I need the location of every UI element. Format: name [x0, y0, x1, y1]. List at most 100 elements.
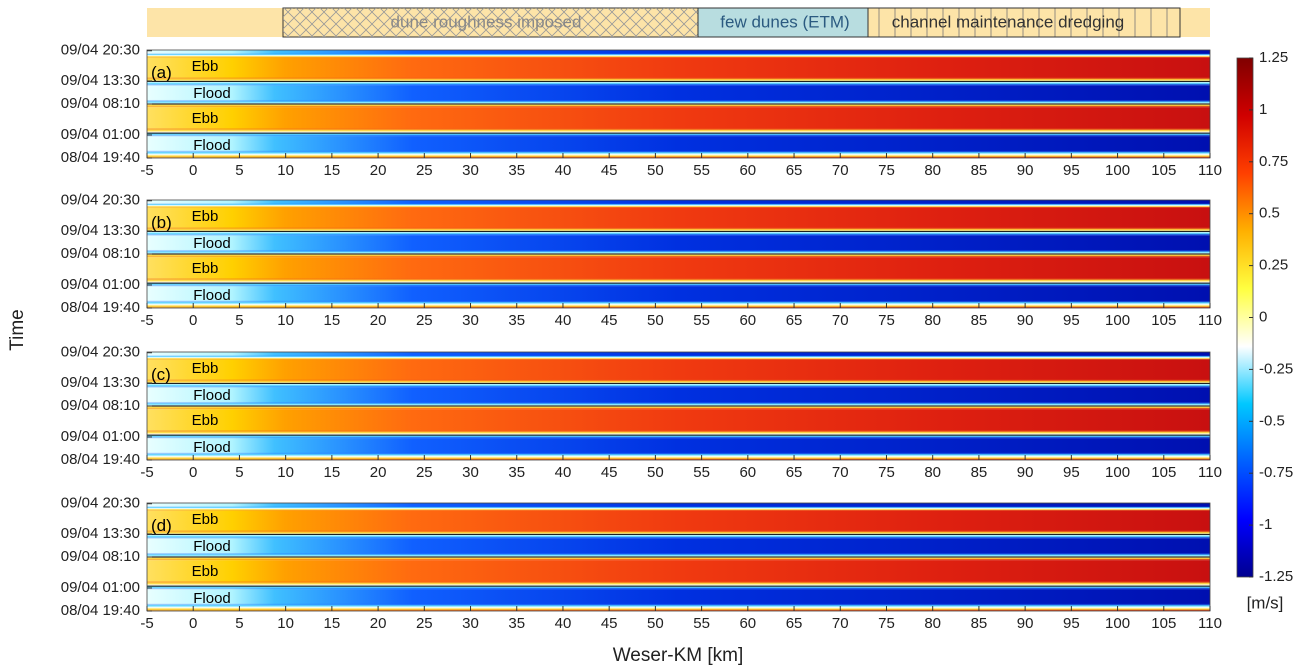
field-band [147, 257, 1210, 279]
field-band [147, 50, 1210, 54]
panel-label: (c) [151, 365, 171, 384]
y-tick-label: 09/04 01:00 [61, 276, 140, 293]
y-tick-label: 09/04 08:10 [61, 245, 140, 262]
region-label: Flood [193, 387, 231, 404]
x-tick-label: 75 [878, 615, 895, 632]
x-tick-label: 105 [1151, 312, 1176, 329]
field-band [147, 127, 1210, 137]
annotation-box [867, 7, 1181, 38]
field-band [147, 409, 1210, 431]
x-tick-label: 70 [832, 464, 849, 481]
region-label: Ebb [192, 412, 219, 429]
x-tick-label: 100 [1105, 464, 1130, 481]
y-tick-label: 08/04 19:40 [61, 299, 140, 316]
colorbar-tick-label: 1 [1259, 101, 1267, 118]
region-label: Flood [193, 538, 231, 555]
colorbar-tick-label: -1 [1259, 516, 1272, 533]
x-tick-label: 25 [416, 615, 433, 632]
x-tick-label: -5 [140, 615, 153, 632]
x-tick-label: 95 [1063, 162, 1080, 179]
x-tick-label: 35 [508, 464, 525, 481]
region-label: Flood [193, 287, 231, 304]
colorbar-tick-label: 0.5 [1259, 205, 1280, 222]
x-tick-label: 65 [786, 312, 803, 329]
x-tick-label: 40 [555, 162, 572, 179]
field-band [147, 300, 1210, 309]
region-label: Ebb [192, 58, 219, 75]
x-tick-label: 85 [971, 464, 988, 481]
x-tick-label: 15 [324, 615, 341, 632]
y-tick-label: 09/04 20:30 [61, 495, 140, 512]
x-tick-label: 5 [235, 615, 243, 632]
y-tick-label: 09/04 13:30 [61, 222, 140, 239]
x-tick-label: 65 [786, 615, 803, 632]
x-tick-label: 35 [508, 615, 525, 632]
region-label: Flood [193, 235, 231, 252]
y-tick-label: 09/04 01:00 [61, 579, 140, 596]
x-tick-label: 65 [786, 464, 803, 481]
x-tick-label: 5 [235, 464, 243, 481]
x-tick-label: 10 [277, 312, 294, 329]
x-tick-label: 100 [1105, 162, 1130, 179]
panel: Ebb Flood Ebb Flood (b) -5 0 5 10 15 20 25 30 35 40 45 5… [61, 192, 1222, 329]
region-label: Ebb [192, 360, 219, 377]
x-tick-label: 90 [1017, 615, 1034, 632]
x-tick-label: 50 [647, 615, 664, 632]
region-label: Ebb [192, 260, 219, 277]
x-tick-label: -5 [140, 162, 153, 179]
x-tick-label: 0 [189, 464, 197, 481]
field-band [147, 355, 1210, 361]
y-tick-label: 09/04 20:30 [61, 42, 140, 59]
x-tick-label: 110 [1198, 615, 1222, 632]
x-tick-label: 50 [647, 162, 664, 179]
x-tick-label: 10 [277, 162, 294, 179]
y-tick-label: 09/04 20:30 [61, 192, 140, 209]
colorbar-tick-label: -0.5 [1259, 412, 1285, 429]
panels: Ebb Flood Ebb Flood (a) -5 0 5 10 15 20 25 30 35 40 45 5… [61, 42, 1222, 632]
x-tick-label: 40 [555, 615, 572, 632]
colorbar-tick-label: 0.75 [1259, 153, 1288, 170]
x-tick-label: 20 [370, 162, 387, 179]
x-tick-label: 55 [693, 615, 710, 632]
x-tick-label: 55 [693, 162, 710, 179]
x-tick-label: 60 [739, 615, 756, 632]
x-tick-label: 30 [462, 615, 479, 632]
x-tick-label: 105 [1151, 615, 1176, 632]
region-label: Flood [193, 590, 231, 607]
y-tick-label: 08/04 19:40 [61, 451, 140, 468]
x-tick-label: 25 [416, 162, 433, 179]
x-tick-label: 75 [878, 162, 895, 179]
x-tick-label: 25 [416, 464, 433, 481]
x-tick-label: 55 [693, 464, 710, 481]
x-tick-label: 5 [235, 312, 243, 329]
y-tick-label: 09/04 13:30 [61, 525, 140, 542]
x-tick-label: 75 [878, 312, 895, 329]
region-label: Ebb [192, 110, 219, 127]
x-tick-label: 75 [878, 464, 895, 481]
x-tick-label: 60 [739, 312, 756, 329]
x-tick-label: 0 [189, 162, 197, 179]
field-band [147, 277, 1210, 287]
field-band [147, 510, 1210, 531]
x-tick-label: 85 [971, 312, 988, 329]
colorbar: [m/s] 1.25 1 0.75 0.5 0.25 0 -0.25 -0.5 -0.75 -1 -… [1236, 49, 1293, 612]
y-tick-label: 09/04 20:30 [61, 344, 140, 361]
region-label: Flood [193, 85, 231, 102]
panel: Ebb Flood Ebb Flood (a) -5 0 5 10 15 20 25 30 35 40 45 5… [61, 42, 1222, 179]
field-band [147, 538, 1210, 554]
x-axis-title: Weser-KM [km] [613, 645, 744, 666]
x-tick-label: 30 [462, 464, 479, 481]
x-tick-label: 80 [924, 615, 941, 632]
field-band [147, 503, 1210, 507]
x-tick-label: 110 [1198, 464, 1222, 481]
x-tick-label: 70 [832, 162, 849, 179]
x-tick-label: 90 [1017, 312, 1034, 329]
field-band [147, 352, 1210, 356]
x-tick-label: 50 [647, 312, 664, 329]
y-tick-label: 09/04 08:10 [61, 548, 140, 565]
x-tick-label: 95 [1063, 312, 1080, 329]
x-tick-label: 20 [370, 312, 387, 329]
x-tick-label: 30 [462, 162, 479, 179]
colorbar-tick-label: -1.25 [1259, 568, 1293, 585]
